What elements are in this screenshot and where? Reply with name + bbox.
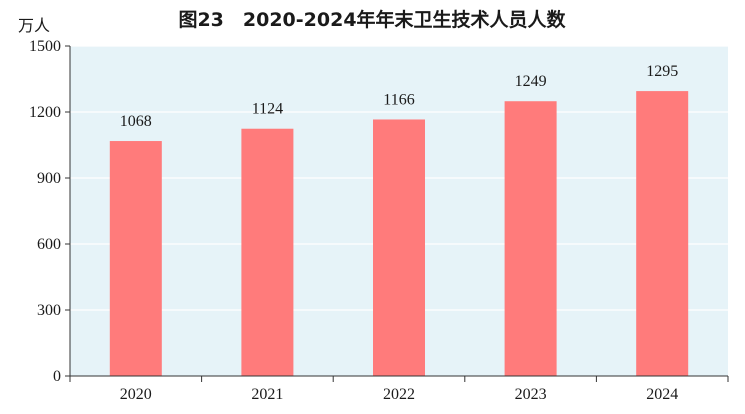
x-tick-label-2024: 2024 <box>646 386 678 403</box>
bar-2024 <box>636 91 689 376</box>
bar-2023 <box>504 101 557 376</box>
y-tick-labels: 0 300 600 900 1200 1500 <box>29 38 61 385</box>
x-tick-label-2020: 2020 <box>120 386 152 403</box>
chart-title: 图23 2020-2024年年末卫生技术人员人数 <box>178 8 566 31</box>
data-labels: 1068 1124 1166 1249 1295 <box>120 63 678 130</box>
bar-2020 <box>109 141 162 376</box>
y-tick-label: 0 <box>53 368 61 385</box>
y-axis-unit: 万人 <box>18 16 50 35</box>
x-tick-label-2021: 2021 <box>251 386 283 403</box>
bar-2022 <box>373 119 425 376</box>
y-tick-label: 600 <box>37 236 61 253</box>
x-tick-label-2023: 2023 <box>515 386 547 403</box>
y-tick-label: 900 <box>37 170 61 187</box>
data-label-2021: 1124 <box>252 101 283 118</box>
y-tick-label: 1200 <box>29 104 61 121</box>
x-tick-label-2022: 2022 <box>383 386 415 403</box>
y-tick-label: 1500 <box>29 38 61 55</box>
axes <box>65 45 729 382</box>
data-label-2022: 1166 <box>383 91 414 108</box>
data-label-2020: 1068 <box>120 113 152 130</box>
x-tick-labels: 2020 2021 2022 2023 2024 <box>120 386 678 403</box>
data-label-2023: 1249 <box>515 73 547 90</box>
bar-2021 <box>241 128 294 376</box>
data-label-2024: 1295 <box>646 63 678 80</box>
bars <box>109 91 689 376</box>
y-tick-label: 300 <box>37 302 61 319</box>
